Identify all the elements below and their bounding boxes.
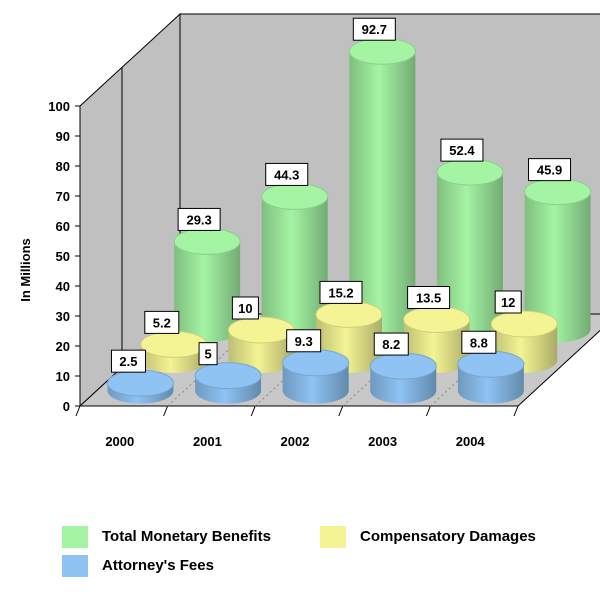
category-label: 2004 (456, 434, 486, 449)
x-tick-mark (338, 405, 344, 417)
y-tick-label: 20 (56, 339, 70, 354)
data-label: 29.3 (186, 212, 211, 227)
data-label-box (286, 329, 322, 353)
bar-top (261, 182, 329, 210)
bar-cylinder: 5 (194, 342, 262, 404)
data-label-box (265, 162, 309, 186)
x-tick-mark (75, 405, 81, 417)
bar-cylinder: 44.3 (261, 162, 329, 343)
y-tick-label: 80 (56, 159, 70, 174)
bar-top (403, 306, 471, 333)
bar-top (490, 310, 558, 338)
data-label: 45.9 (537, 163, 562, 178)
data-label: 5 (204, 347, 211, 362)
data-label-box (407, 286, 451, 309)
data-label: 92.7 (362, 22, 387, 37)
bar-cylinder: 5.2 (140, 310, 208, 373)
data-label-box (373, 332, 409, 356)
legend-label-total: Total Monetary Benefits (102, 528, 271, 545)
x-tick-mark (425, 405, 431, 417)
y-tick-label: 90 (56, 129, 70, 144)
bar-cylinder: 45.9 (524, 158, 592, 343)
bar-top (282, 349, 350, 377)
legend-swatch-attorney (62, 555, 88, 577)
bar-cylinder: 29.3 (173, 207, 241, 343)
bar-top (227, 316, 295, 344)
legend-swatch-compensatory (320, 526, 346, 548)
y-tick-label: 10 (56, 369, 70, 384)
y-tick-label: 50 (56, 249, 70, 264)
bar-top (106, 369, 174, 397)
y-tick-label: 60 (56, 219, 70, 234)
bar-cylinder: 52.4 (436, 138, 504, 343)
bar-top (315, 300, 383, 328)
bar-top (369, 352, 437, 380)
legend-label-compensatory: Compensatory Damages (360, 528, 536, 545)
data-label-box (198, 342, 218, 366)
data-label: 13.5 (416, 291, 441, 306)
category-axis: 2000 2001 2002 2003 2004 (75, 405, 519, 449)
data-label: 10 (238, 301, 252, 316)
data-label: 15.2 (328, 285, 353, 300)
legend-swatch-total (62, 526, 88, 548)
y-tick-label: 0 (63, 399, 70, 414)
bar-top (457, 350, 525, 378)
bar-cylinder: 92.7 (348, 17, 416, 343)
data-label-box (110, 349, 146, 373)
bar-cylinder: 12 (490, 290, 558, 373)
bar-top (348, 37, 416, 65)
y-axis: 0 10 20 30 40 50 60 70 80 90 100 (48, 99, 81, 414)
category-label: 2002 (281, 434, 310, 449)
category-label: 2000 (105, 434, 134, 449)
bar-top (173, 227, 241, 255)
bar-cylinder: 8.2 (369, 332, 437, 404)
bar-cylinder: 2.5 (106, 349, 174, 404)
data-label-box (352, 17, 396, 41)
bar-body (261, 196, 328, 343)
bar-cylinder: 8.8 (457, 330, 525, 404)
data-label-box (440, 138, 484, 162)
bar-body (436, 172, 503, 343)
bar-cylinder: 9.3 (282, 329, 350, 404)
data-label-box (177, 207, 221, 231)
data-label: 8.8 (470, 335, 488, 350)
x-tick-mark (250, 405, 256, 417)
data-label-box (494, 290, 522, 314)
y-tick-label: 100 (48, 99, 70, 114)
data-label: 2.5 (119, 354, 137, 369)
data-label: 9.3 (295, 334, 313, 349)
bar-top (140, 330, 208, 358)
bar-top (436, 158, 504, 186)
category-label: 2001 (193, 434, 222, 449)
bar-top (194, 362, 262, 390)
bar-body (524, 191, 591, 343)
data-label: 8.2 (382, 337, 400, 352)
data-label-box (144, 310, 180, 334)
data-label-box (528, 158, 572, 182)
bar-body (349, 51, 416, 343)
category-label: 2003 (368, 434, 397, 449)
data-label: 52.4 (449, 143, 475, 158)
data-label-box (461, 330, 497, 354)
bar-body (174, 241, 241, 343)
data-label: 12 (501, 295, 515, 310)
y-tick-label: 40 (56, 279, 70, 294)
legend-label-attorney: Attorney's Fees (102, 557, 214, 574)
bar-cylinder: 10 (227, 296, 295, 373)
data-label-box (231, 296, 259, 320)
data-label: 44.3 (274, 167, 299, 182)
y-axis-label: In Millions (18, 238, 33, 302)
bar-top (524, 178, 592, 206)
x-tick-mark (513, 405, 519, 417)
x-tick-mark (163, 405, 169, 417)
data-label-box (319, 280, 363, 304)
chart-bars: 29.3 44.3 92.7 52.4 45.9 5.2 10 15.2 13.5 12 2.5 5 9… (106, 17, 592, 404)
data-label: 5.2 (153, 315, 171, 330)
y-tick-label: 70 (56, 189, 70, 204)
y-tick-label: 30 (56, 309, 70, 324)
